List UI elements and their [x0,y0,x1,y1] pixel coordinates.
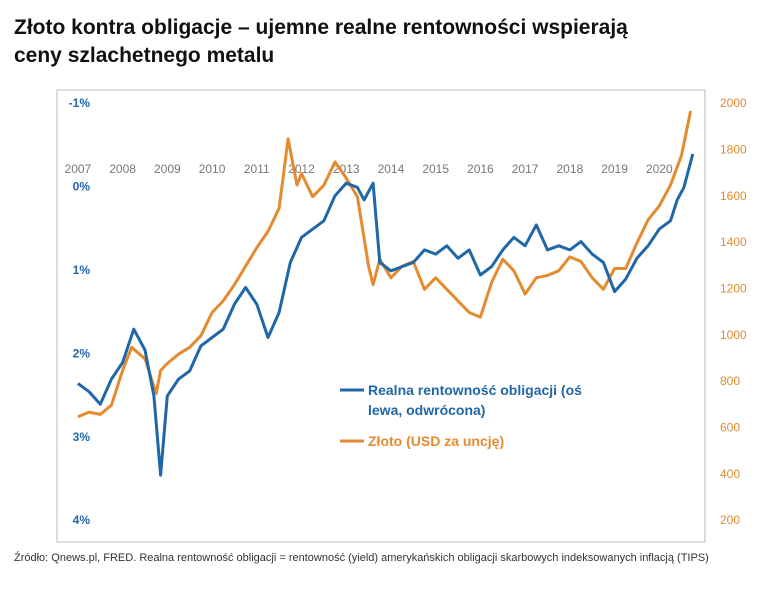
y2-tick-label: 400 [720,467,740,481]
y2-tick-label: 1800 [720,143,747,157]
y2-tick-label: 1400 [720,235,747,249]
y-tick-label: 0% [73,180,91,194]
x-tick-label: 2011 [244,162,270,176]
x-tick-label: 2016 [467,162,494,176]
chart-title: Złoto kontra obligacje – ujemne realne r… [14,16,628,67]
x-tick-label: 2008 [109,162,136,176]
x-tick-label: 2010 [199,162,226,176]
y2-tick-label: 2000 [720,96,747,110]
y-tick-label: 4% [73,513,91,527]
y-tick-label: 1% [73,263,91,277]
y-tick-label: 2% [73,346,91,360]
y2-tick-label: 1200 [720,282,747,296]
y2-tick-label: 200 [720,513,740,527]
plot-frame [56,89,706,543]
x-tick-label: 2017 [512,162,539,176]
legend-label: Realna rentowność obligacji (oś lewa, od… [368,382,582,418]
x-tick-label: 2013 [333,162,360,176]
series-line [77,153,695,477]
y2-tick-label: 1000 [720,328,747,342]
x-tick-label: 2015 [422,162,449,176]
x-tick-label: 2019 [601,162,628,176]
series-line [77,110,693,419]
y-tick-label: -1% [69,96,91,110]
x-tick-label: 2018 [556,162,583,176]
y2-tick-label: 800 [720,374,740,388]
x-tick-label: 2014 [378,162,405,176]
legend-label: Złoto (USD za uncję) [368,433,505,449]
x-tick-label: 2007 [65,162,92,176]
source-note: Źródło: Qnews.pl, FRED. Realna rentownoś… [14,552,709,564]
y2-tick-label: 600 [720,421,740,435]
y2-tick-label: 1600 [720,189,747,203]
x-tick-label: 2020 [646,162,673,176]
x-tick-label: 2009 [154,162,181,176]
y-tick-label: 3% [73,430,91,444]
